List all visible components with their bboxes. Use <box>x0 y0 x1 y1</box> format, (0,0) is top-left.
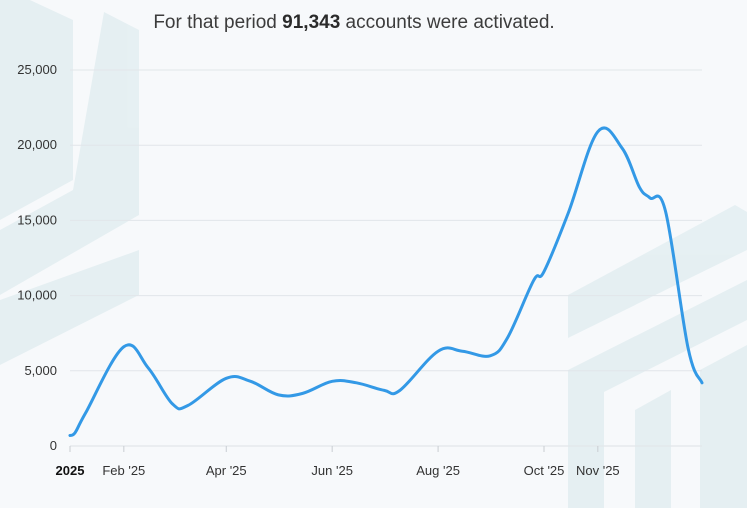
y-tick-label: 15,000 <box>17 212 57 227</box>
y-tick-label: 0 <box>50 438 57 453</box>
x-tick-label: Oct '25 <box>524 463 565 478</box>
y-tick-label: 10,000 <box>17 288 57 303</box>
left-chevron-pattern <box>0 0 139 365</box>
x-axis-tick-labels: 2025 Feb '25 Apr '25 Jun '25 Aug '25 Oct '25 N… <box>56 446 620 478</box>
headline-suffix: accounts were activated. <box>340 12 555 33</box>
headline-prefix: For that period <box>153 12 283 33</box>
right-chevron-pattern <box>568 205 747 508</box>
y-tick-label: 25,000 <box>17 62 57 77</box>
x-tick-label: Feb '25 <box>102 463 145 478</box>
x-tick-label: Apr '25 <box>206 463 247 478</box>
series-layer <box>68 126 704 437</box>
x-tick-label: Aug '25 <box>416 463 460 478</box>
y-tick-label: 20,000 <box>17 137 57 152</box>
grid-lines <box>70 69 702 447</box>
x-tick-label: 2025 <box>56 463 85 478</box>
y-tick-label: 5,000 <box>24 363 57 378</box>
headline-total: 91,343 <box>282 12 341 33</box>
x-tick-label: Jun '25 <box>311 463 353 478</box>
headline: For that period 91,343 accounts were act… <box>0 12 708 34</box>
y-axis-tick-labels: 0 5,000 10,000 15,000 20,000 25,000 <box>17 62 57 453</box>
series-line <box>68 126 704 437</box>
x-tick-label: Nov '25 <box>576 463 620 478</box>
